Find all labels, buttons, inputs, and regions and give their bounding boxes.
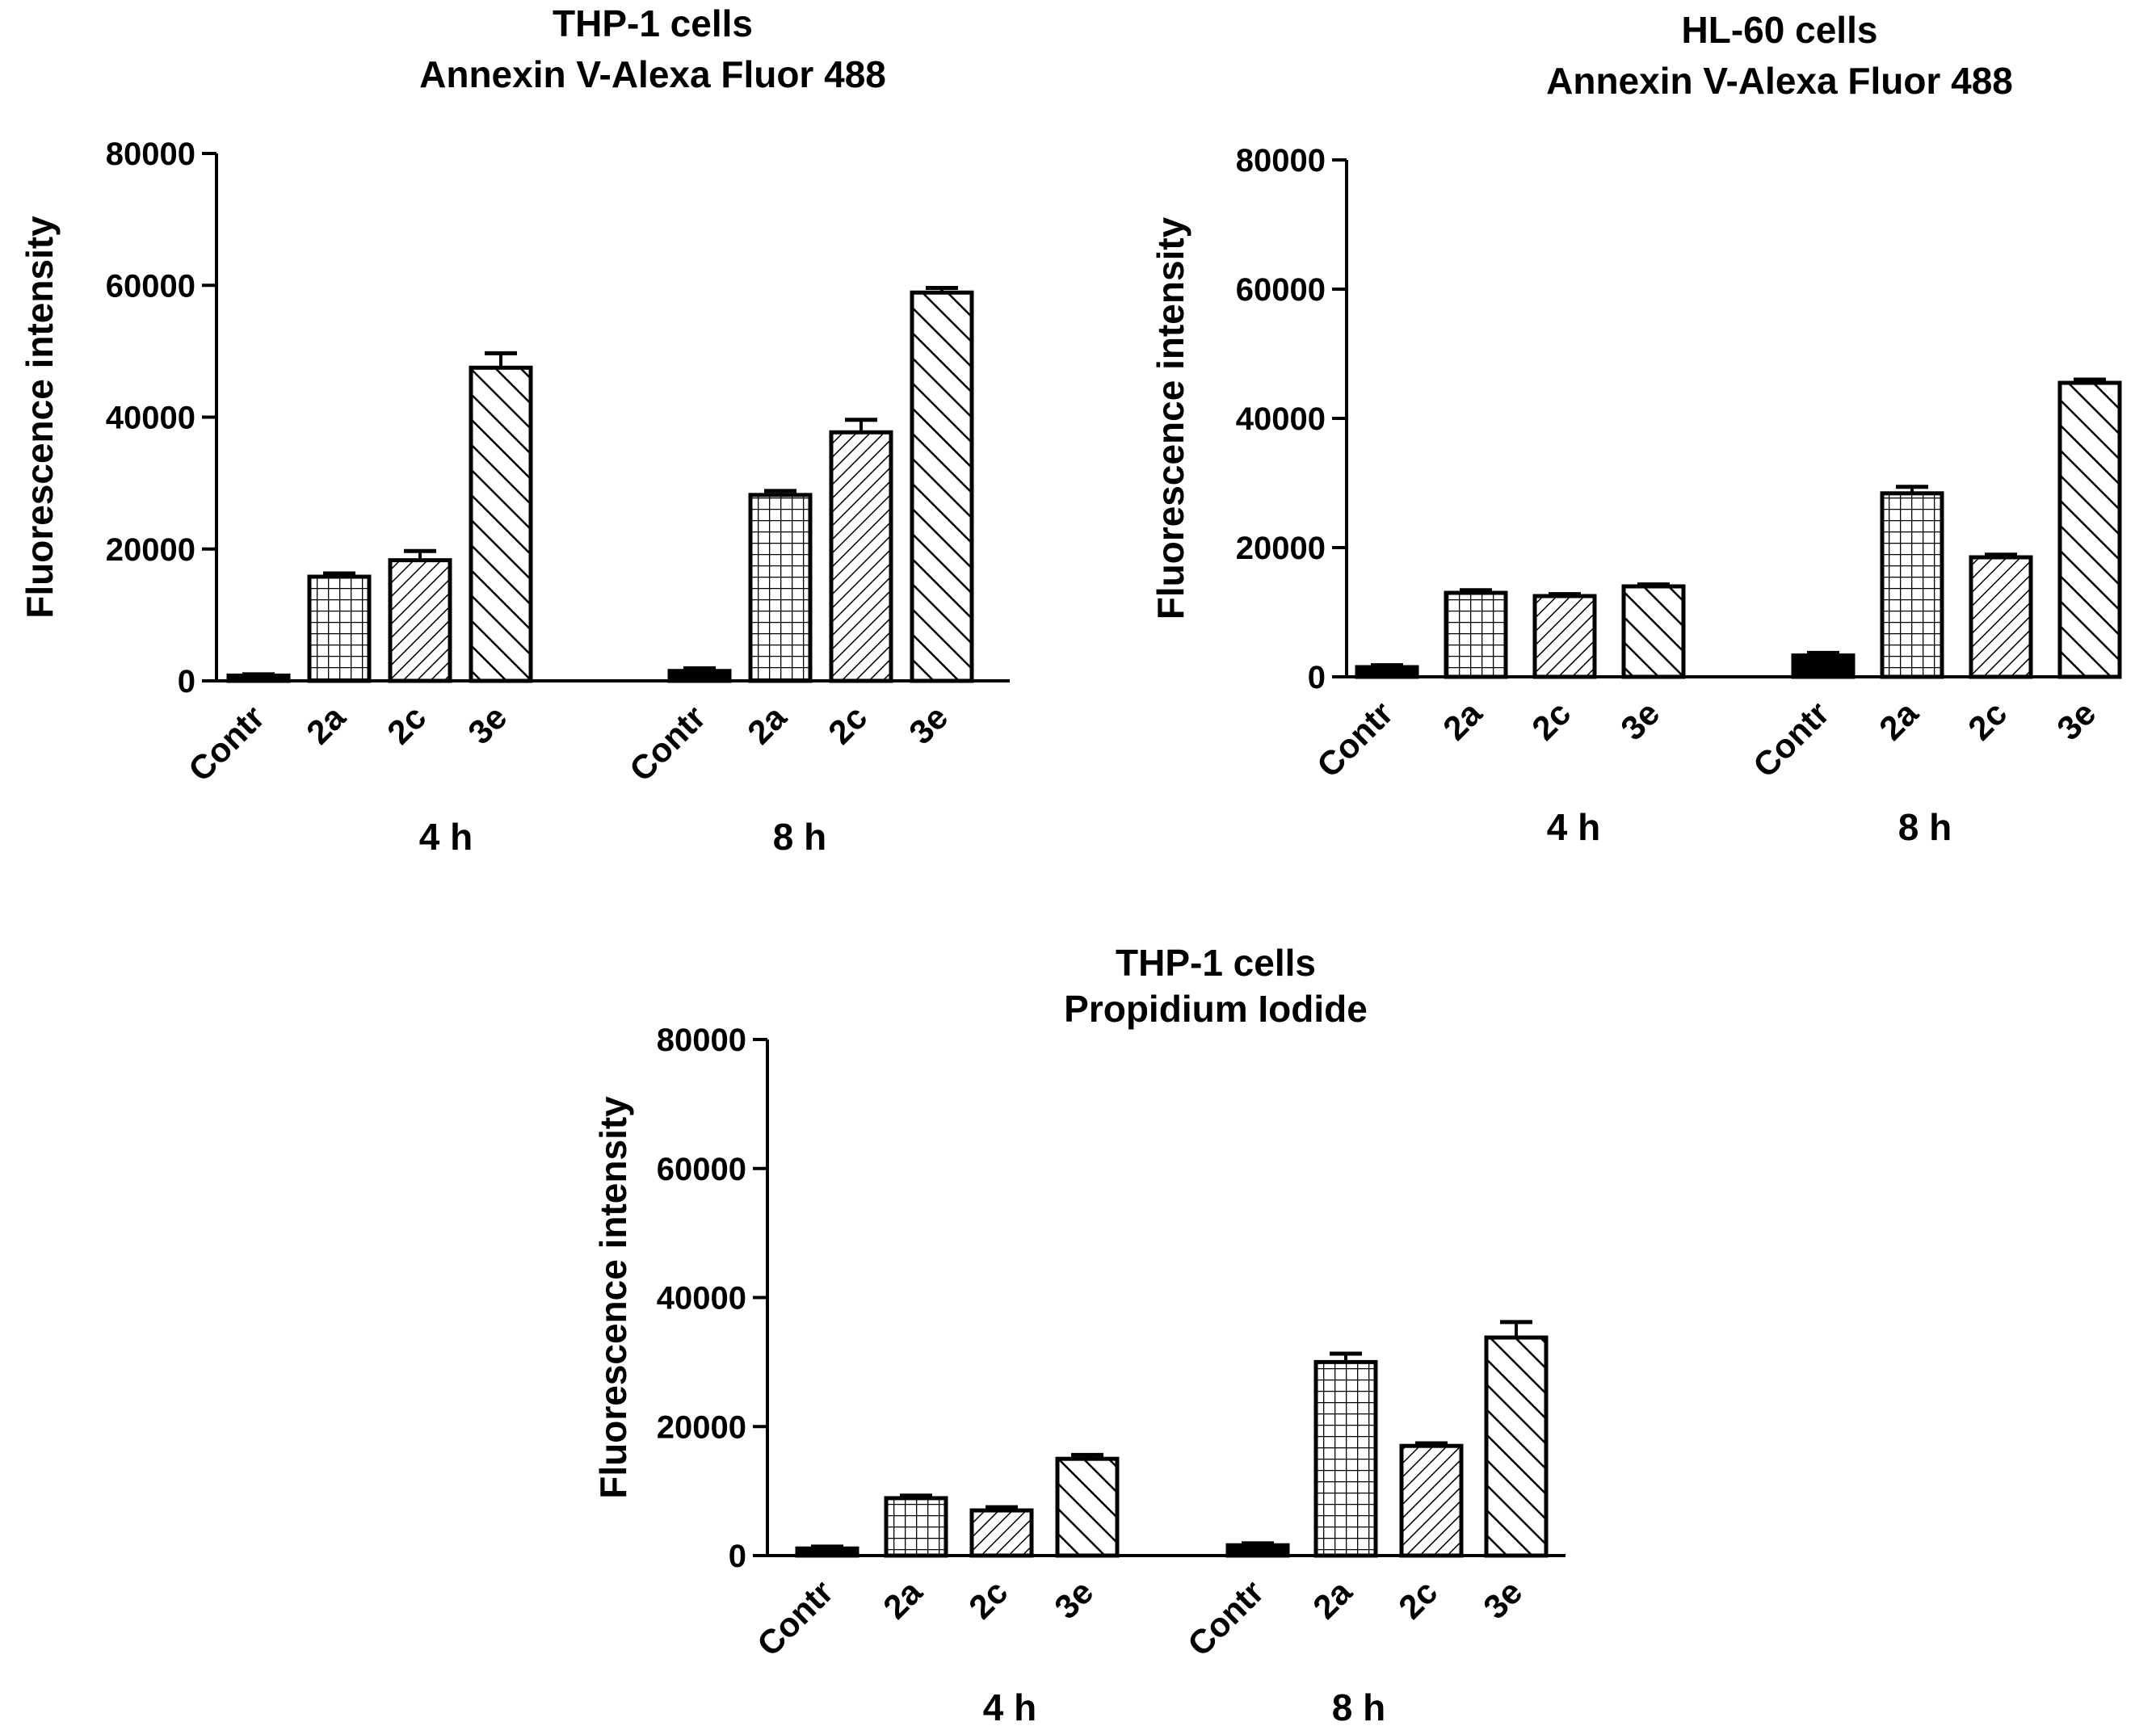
y-tick-label: 80000 [106,136,195,172]
bar-2c [1399,1443,1464,1558]
x-category-label: Contr [1746,694,1836,784]
x-category-label: 3e [901,698,955,751]
y-tick-label: 60000 [1236,272,1326,308]
x-category-label: 2a [876,1573,930,1627]
chart-title-line: HL-60 cells [1682,9,1878,51]
y-tick-label: 60000 [657,1152,746,1187]
x-category-label: 2a [1872,694,1926,748]
bar-2a [1444,590,1508,679]
y-tick-label: 20000 [106,532,195,568]
y-tick-label: 20000 [1236,531,1326,566]
x-category-label: 2c [1391,1573,1444,1626]
group-label: 4 h [983,1686,1036,1726]
bar-contr [226,673,291,683]
bar-2a [884,1496,948,1558]
x-category-label: 3e [1476,1573,1529,1626]
group-label: 8 h [1898,806,1952,848]
x-category-label: Contr [1309,694,1400,784]
x-category-label: 2c [821,698,874,751]
bar-3e [910,290,974,683]
y-tick-label: 40000 [1236,401,1326,437]
bar-2c [1969,555,2033,679]
y-tick-label: 80000 [1236,143,1326,178]
chart-title-line: Propidium Iodide [1064,988,1368,1030]
y-tick-label: 0 [178,664,195,699]
x-category-label: 2a [740,698,794,752]
y-tick-label: 80000 [657,1023,746,1058]
x-category-label: 2c [1961,694,2014,747]
bar-contr [1791,653,1856,679]
x-category-label: 2c [961,1573,1015,1626]
y-tick-label: 40000 [106,401,195,436]
bar-2c [1532,594,1597,679]
y-tick-label: 60000 [106,268,195,304]
group-label: 8 h [1332,1686,1385,1726]
bar-2c [829,430,893,683]
x-category-label: Contr [1180,1573,1271,1663]
y-axis-label: Fluorescence intensity [1149,216,1191,619]
bar-contr [1225,1543,1290,1558]
bar-2c [388,558,452,683]
x-category-label: 2a [1305,1573,1360,1627]
chart-title-line: Annexin V-Alexa Fluor 488 [419,53,886,95]
x-category-label: Contr [181,698,271,788]
x-category-label: 3e [2049,694,2103,747]
group-label: 4 h [1547,806,1600,848]
bar-3e [2057,380,2122,679]
x-category-label: Contr [622,698,712,788]
x-category-label: 3e [460,698,514,751]
bar-2c [969,1508,1034,1558]
bar-2a [748,493,813,683]
bar-2a [1880,491,1944,679]
y-tick-label: 40000 [657,1281,746,1317]
chart-thp1-annexin: THP-1 cells Annexin V-Alexa Fluor 488 Fluo… [19,2,1010,858]
x-category-label: 2c [1524,694,1578,747]
y-axis-label: Fluorescence intensity [19,216,61,619]
chart-title-line: THP-1 cells [553,2,753,44]
bar-contr [1355,665,1419,679]
bar-3e [1055,1456,1120,1558]
x-category-label: 3e [1613,694,1666,747]
x-category-label: 3e [1047,1573,1100,1626]
x-category-label: 2a [299,698,353,752]
group-label: 8 h [773,816,826,858]
chart-title-line: THP-1 cells [1116,942,1316,984]
x-category-label: 2c [380,698,433,751]
chart-hl60-annexin: HL-60 cells Annexin V-Alexa Fluor 488 Fluo… [1149,9,2122,848]
bar-3e [469,365,533,683]
bar-contr [795,1546,859,1558]
bar-3e [1484,1335,1549,1558]
y-tick-label: 0 [1308,660,1326,695]
chart-title-line: Annexin V-Alexa Fluor 488 [1546,60,2013,102]
bar-2a [1313,1359,1378,1558]
y-axis-label: Fluorescence intensity [592,1096,634,1499]
y-tick-label: 0 [729,1539,746,1574]
bar-3e [1621,584,1686,679]
bar-2a [307,574,372,683]
y-tick-label: 20000 [657,1409,746,1445]
x-category-label: Contr [750,1573,840,1663]
bar-contr [667,669,732,683]
group-label: 4 h [419,816,473,858]
x-category-label: 2a [1435,694,1490,748]
